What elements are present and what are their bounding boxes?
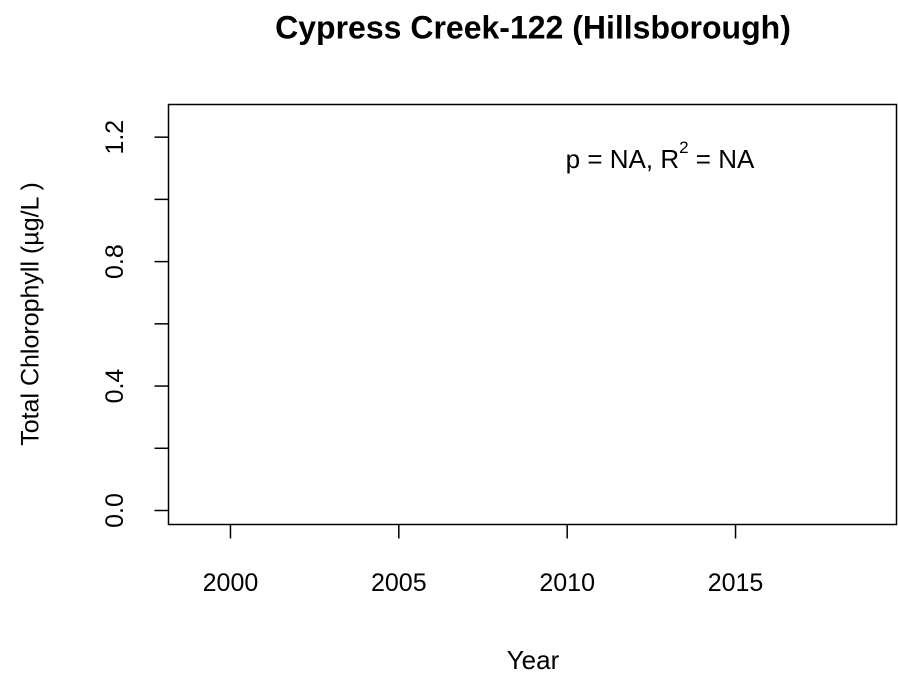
x-tick-label: 2000 <box>203 569 259 597</box>
chart-title: Cypress Creek-122 (Hillsborough) <box>275 9 791 45</box>
y-axis-label: Total Chlorophyll (µg/L ) <box>17 182 45 446</box>
x-tick-label: 2005 <box>371 569 427 597</box>
y-tick-label: 0.0 <box>101 493 129 528</box>
annotation-text: p = NA, R <box>566 144 679 174</box>
annotation-text: = NA <box>689 144 755 174</box>
annotation: p = NA, R2 = NA <box>566 138 755 173</box>
x-tick-label: 2015 <box>708 569 764 597</box>
x-axis-label: Year <box>507 645 560 675</box>
annotation-superscript: 2 <box>679 138 688 157</box>
y-tick-label: 0.4 <box>101 369 129 404</box>
plot-box <box>167 103 898 526</box>
x-tick-label: 2010 <box>539 569 595 597</box>
y-tick-label: 0.8 <box>101 244 129 279</box>
y-tick-label: 1.2 <box>101 120 129 155</box>
